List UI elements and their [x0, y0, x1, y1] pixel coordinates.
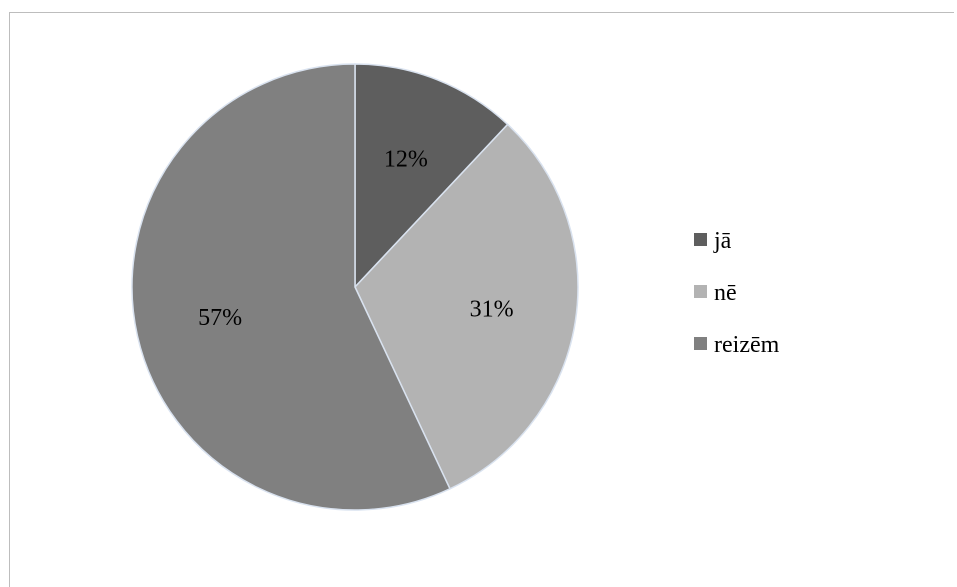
legend-swatch-jā — [694, 233, 707, 246]
slice-label-reizēm: 57% — [198, 305, 242, 331]
pie-slice-jā — [354, 63, 509, 289]
legend-swatch-reizēm — [694, 337, 707, 350]
legend-label-nē: nē — [714, 280, 737, 306]
legend-label-reizēm: reizēm — [714, 332, 780, 358]
pie-slices — [131, 63, 579, 511]
pie-slice-nē — [354, 123, 579, 490]
legend-label-jā: jā — [713, 228, 732, 254]
slice-label-nē: 31% — [470, 297, 514, 323]
pie-slice-labels: 12% 31% 57% — [198, 146, 514, 331]
slice-label-jā: 12% — [384, 146, 428, 172]
legend-swatch-nē — [694, 285, 707, 298]
pie-slice-reizēm — [131, 63, 451, 511]
legend: jā nē reizēm — [694, 228, 780, 358]
